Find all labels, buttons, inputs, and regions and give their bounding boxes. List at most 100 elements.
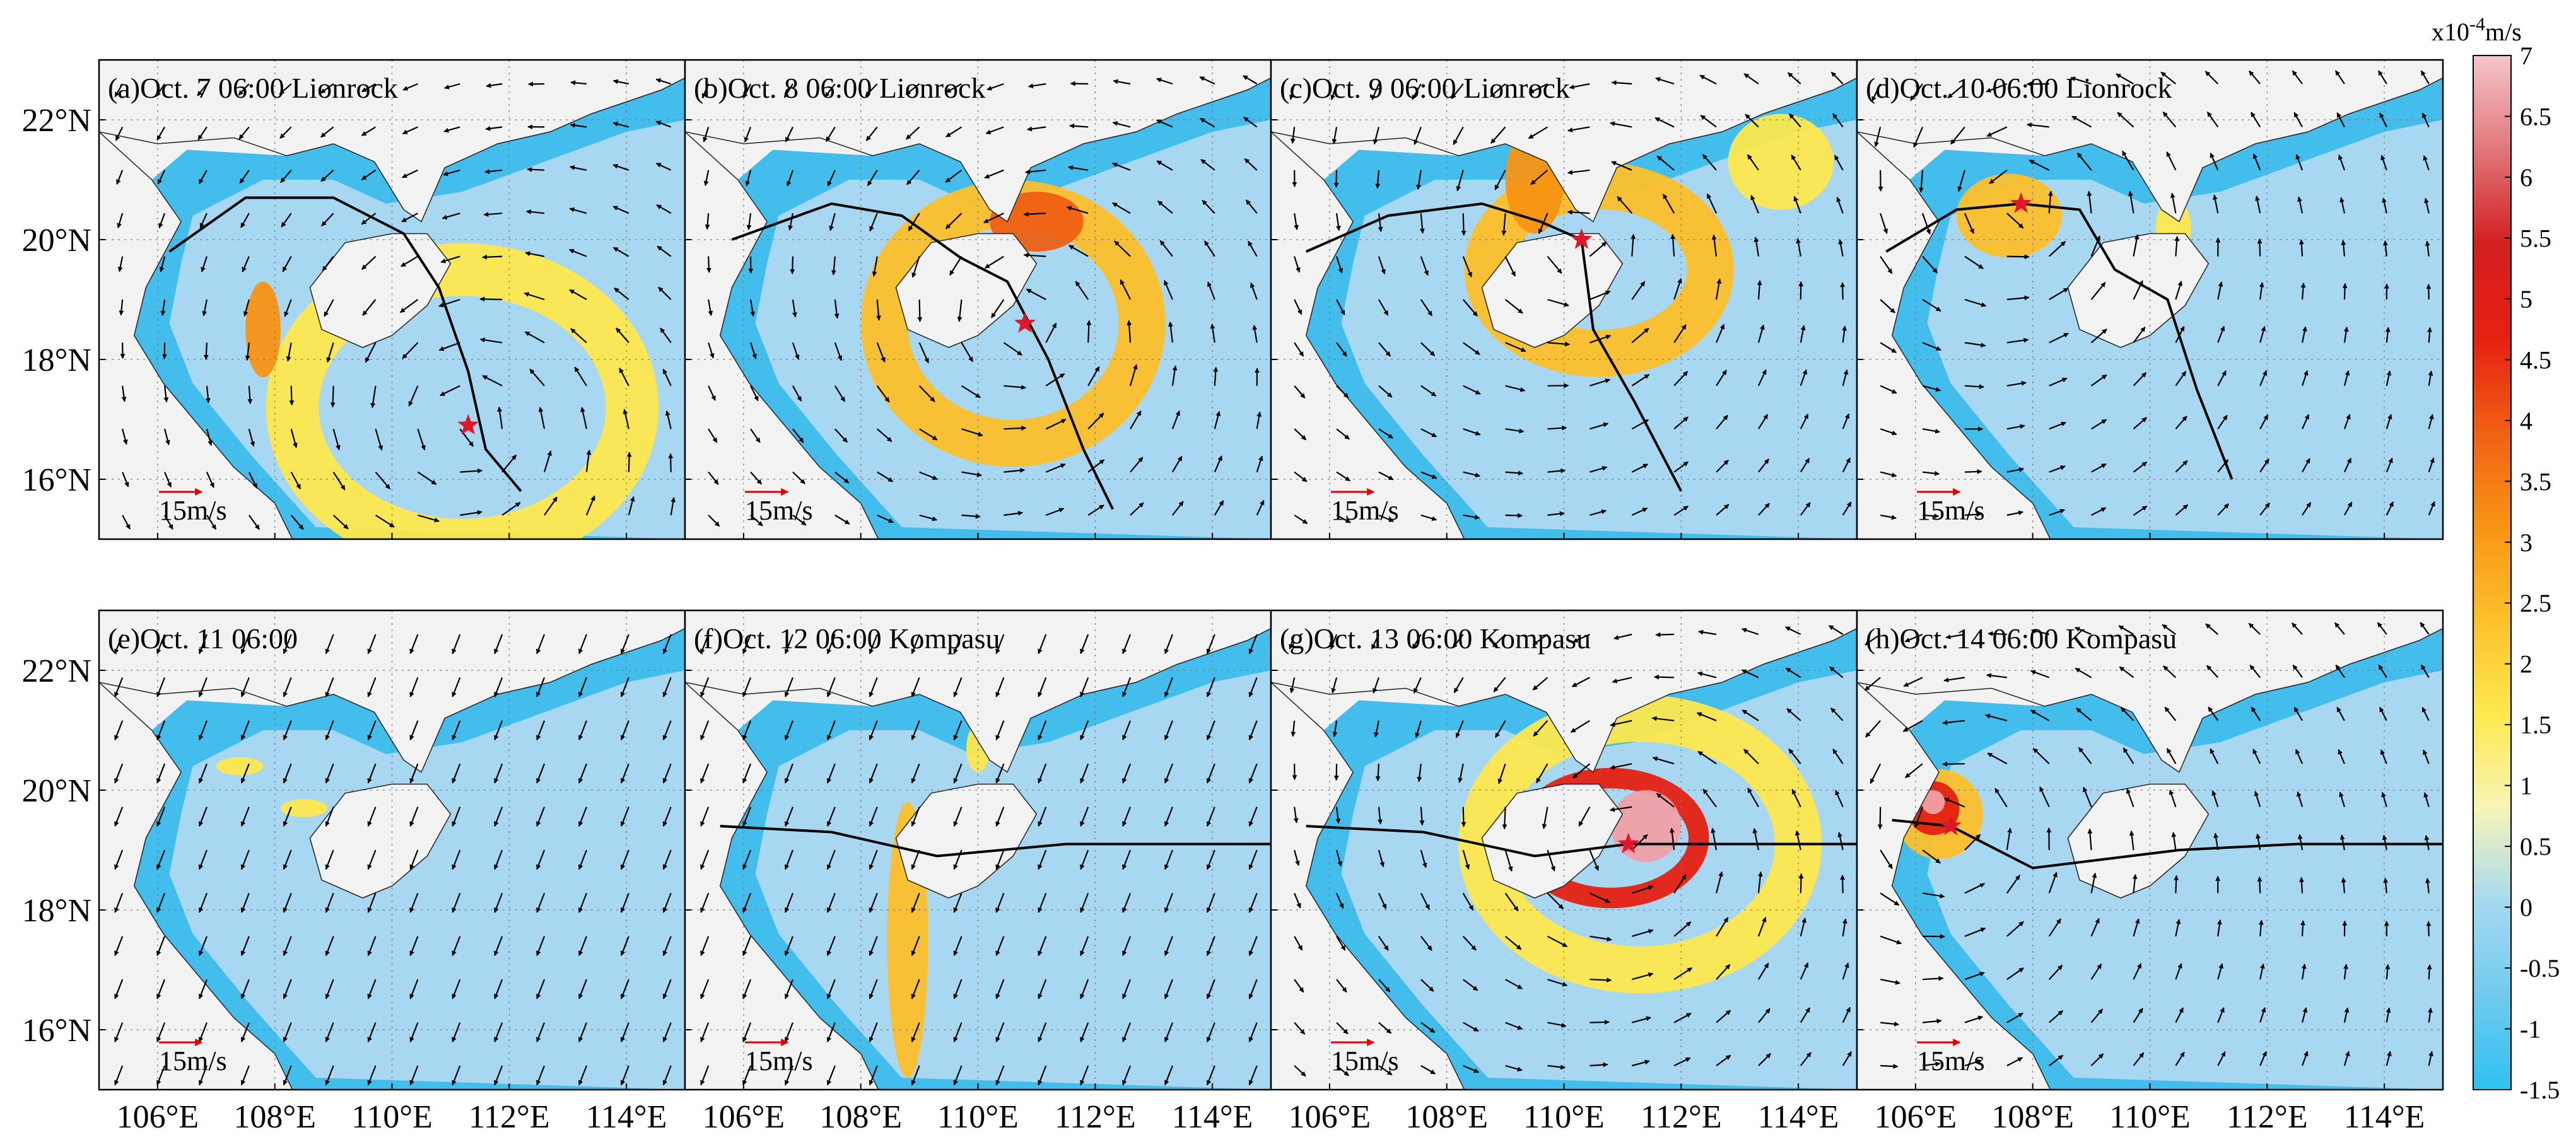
wind-vector	[1247, 240, 1258, 257]
wind-vector	[1080, 849, 1089, 870]
wind-vector	[2259, 502, 2271, 516]
wind-vector	[877, 514, 894, 523]
wind-vector	[1378, 256, 1386, 275]
wind-vector	[578, 763, 587, 784]
wind-vector	[578, 1022, 587, 1042]
wind-vector	[700, 720, 710, 741]
wind-vector	[1700, 115, 1717, 128]
wind-vector	[2116, 73, 2134, 84]
wind-vector	[114, 83, 124, 98]
x-tick-label: 114°E	[1172, 1099, 1253, 1135]
wind-vector	[1336, 299, 1345, 315]
wind-vector	[1697, 750, 1717, 765]
wind-vector	[2386, 414, 2392, 429]
wind-vector	[1252, 324, 1258, 343]
wind-vector	[827, 170, 836, 187]
wind-vector	[1612, 677, 1632, 684]
wind-vector	[1631, 281, 1646, 300]
wind-vector	[119, 299, 124, 316]
wind-vector	[1918, 170, 1924, 193]
wind-vector	[2174, 875, 2179, 894]
wind-vector	[1069, 123, 1089, 129]
wind-vector	[1964, 298, 1987, 307]
wind-vector	[536, 936, 546, 957]
wind-vector	[1045, 508, 1065, 516]
wind-vector	[1547, 1022, 1567, 1028]
wind-vector	[1206, 677, 1215, 697]
wind-vector	[1922, 342, 1941, 351]
wind-vector	[1530, 169, 1549, 185]
wind-vector	[1171, 365, 1178, 386]
wind-vector	[1248, 677, 1258, 697]
wind-vector	[440, 385, 460, 397]
wind-vector	[536, 763, 546, 784]
wind-vector	[452, 720, 461, 741]
wind-vector	[367, 893, 377, 913]
wind-vector	[198, 677, 208, 697]
wind-vector	[1840, 282, 1846, 300]
wind-vector	[1670, 233, 1676, 257]
wind-vector	[1791, 154, 1801, 171]
wind-vector	[957, 299, 963, 322]
wind-vector	[2301, 326, 2307, 343]
typhoon-track	[1885, 202, 2234, 480]
wind-vector	[1068, 245, 1089, 257]
wind-vector	[2341, 240, 2346, 257]
wind-vector	[114, 1065, 124, 1086]
open-water	[1341, 120, 1857, 539]
wind-vector	[1336, 1065, 1349, 1076]
wind-vector	[1590, 465, 1608, 473]
wind-vector	[826, 1022, 836, 1042]
wind-vector	[1420, 849, 1427, 868]
wind-vector	[1715, 278, 1722, 300]
wind-vector	[1243, 75, 1258, 84]
wind-vector	[1112, 121, 1131, 128]
mainland-china	[1857, 60, 2443, 223]
wind-vector	[700, 936, 710, 957]
wind-vector	[670, 497, 676, 516]
wind-vector	[2259, 414, 2269, 429]
wind-vector	[402, 83, 418, 91]
wind-vector	[662, 936, 672, 957]
wind-vector	[1462, 849, 1470, 870]
wind-vector	[367, 979, 377, 999]
wind-vector	[656, 204, 672, 214]
wind-vector	[784, 634, 793, 655]
wind-vector	[1156, 160, 1173, 171]
typhoon-track	[168, 196, 522, 492]
wind-vector	[122, 515, 131, 530]
wind-vector	[877, 471, 894, 482]
wind-vector	[742, 83, 752, 99]
wind-vector	[911, 849, 920, 870]
wind-vector	[708, 385, 716, 401]
wind-vector	[623, 409, 629, 429]
wind-vector	[616, 327, 629, 344]
wind-vector	[114, 893, 124, 913]
wind-vector	[1547, 468, 1566, 474]
open-water	[755, 670, 1271, 1090]
wind-vector	[1578, 807, 1591, 827]
wind-vector	[574, 366, 587, 387]
wind-vector	[949, 256, 963, 276]
wind-vector	[401, 255, 418, 267]
wind-vector	[700, 1065, 710, 1086]
wind-vector	[826, 677, 836, 697]
wind-vector	[1087, 412, 1104, 429]
wind-vector	[367, 1022, 377, 1042]
wind-vector	[2343, 370, 2350, 387]
wind-vector	[240, 763, 250, 784]
wind-vector	[742, 634, 752, 655]
wind-vector	[872, 256, 878, 277]
wind-vector	[662, 1065, 672, 1086]
wind-vector	[483, 212, 503, 217]
wind-vector	[1200, 117, 1215, 128]
wind-vector	[1757, 917, 1767, 937]
wind-vector	[361, 126, 377, 136]
wind-vector	[1532, 677, 1549, 690]
wind-vector	[479, 337, 503, 344]
wind-vector	[1378, 342, 1391, 357]
wind-vector	[1796, 238, 1801, 257]
wind-vector	[1542, 807, 1549, 829]
wind-vector	[1589, 892, 1610, 904]
wind-vector	[2006, 337, 2029, 344]
